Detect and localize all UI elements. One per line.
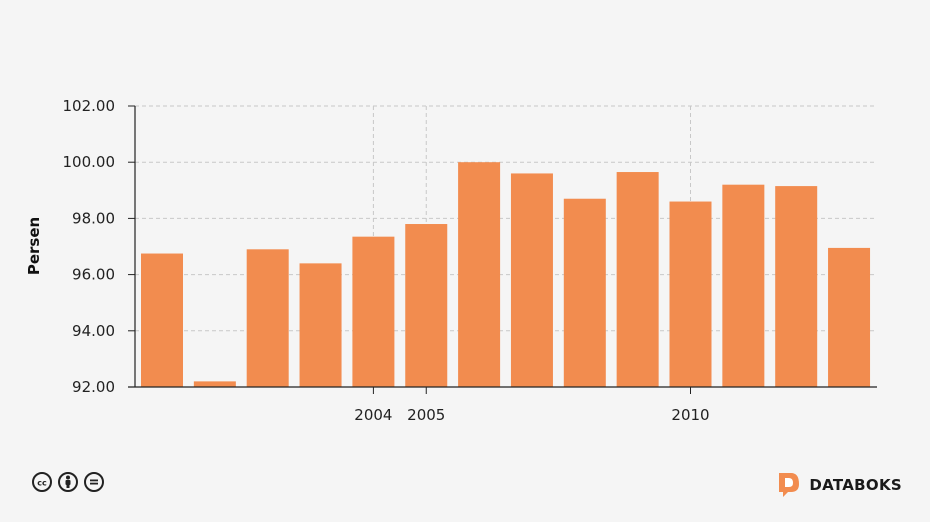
bar-2005 [405, 224, 448, 387]
nd-icon [84, 472, 104, 492]
databoks-logo-icon [779, 473, 800, 497]
bar-2010 [669, 201, 712, 387]
x-tick-label: 2005 [407, 406, 445, 424]
bar-2009 [616, 172, 659, 387]
bar-2003 [299, 263, 342, 387]
y-tick-label: 96.00 [72, 266, 115, 284]
brand-name: DATABOKS [809, 476, 902, 494]
y-tick-labels: 92.00 94.00 96.00 98.00 100.00 102.00 [63, 97, 116, 396]
y-tick-label: 102.00 [63, 97, 116, 115]
bars [141, 162, 871, 387]
bar-2001 [193, 381, 236, 387]
axes [128, 105, 877, 394]
license-badges: cc [32, 472, 104, 492]
y-tick-label: 92.00 [72, 378, 115, 396]
bar-2004 [352, 236, 395, 387]
bar-2008 [563, 198, 606, 387]
bar-2013 [828, 247, 871, 387]
bar-2006 [458, 162, 501, 387]
cc-icon: cc [32, 472, 52, 492]
x-tick-label: 2010 [671, 406, 709, 424]
bar-2000 [141, 253, 183, 387]
svg-text:cc: cc [37, 479, 47, 488]
x-tick-label: 2004 [354, 406, 392, 424]
x-tick-labels: 2004 2005 2010 [354, 406, 709, 424]
y-tick-label: 98.00 [72, 209, 115, 227]
bar-2011 [722, 184, 765, 387]
y-tick-label: 100.00 [63, 153, 116, 171]
bar-2002 [246, 249, 289, 387]
by-icon [58, 472, 78, 492]
grid-lines [135, 105, 877, 387]
y-axis-label: Persen [25, 217, 43, 275]
bar-2012 [775, 186, 818, 387]
brand-logo: DATABOKS [777, 472, 902, 498]
bar-2007 [510, 173, 553, 387]
y-tick-label: 94.00 [72, 322, 115, 340]
